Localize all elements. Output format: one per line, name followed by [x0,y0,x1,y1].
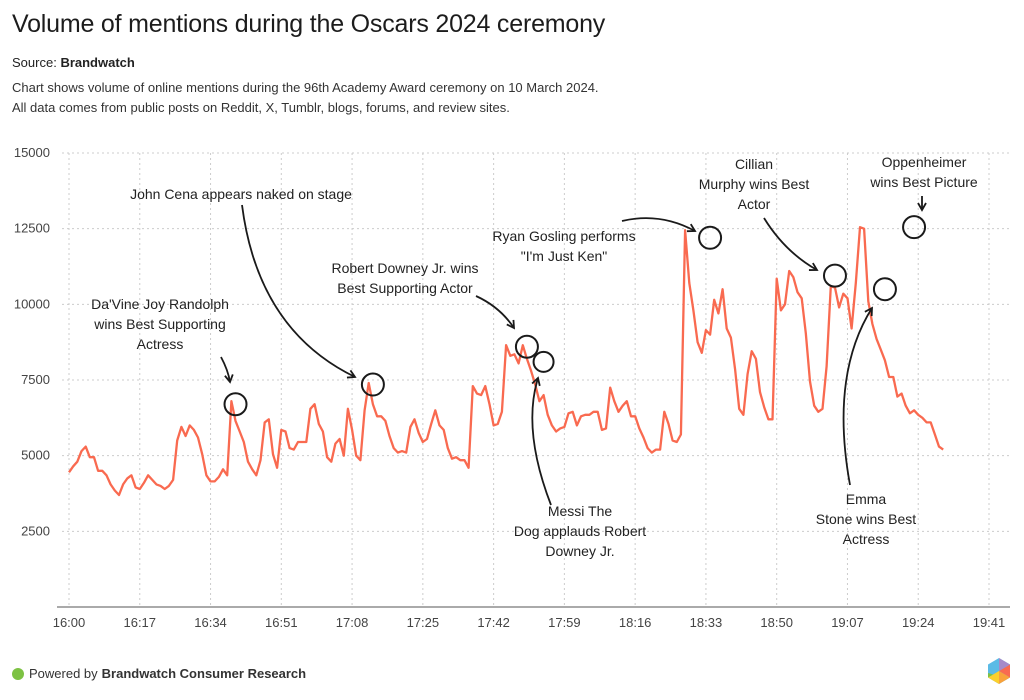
annotation-label: Emma Stone wins Best Actress [816,491,916,547]
highlight-circle [902,215,927,240]
annotation: Robert Downey Jr. wins Best Supporting Ac… [331,260,539,359]
annotation-label-line: Dog applauds Robert [514,523,646,539]
annotation-arrow [475,295,516,330]
x-tick-label: 16:51 [265,615,298,630]
highlight-circle [532,350,555,373]
source-label: Source: [12,55,57,70]
highlight-circle [360,372,385,397]
annotation-label-line: Actor [738,196,771,212]
highlight-circle [514,334,539,359]
annotation-label: Da'Vine Joy Randolph wins Best Supporting… [91,296,229,352]
x-tick-label: 19:07 [831,615,864,630]
annotation: Oppenheimer wins Best Picture [869,154,978,240]
annotation: Ryan Gosling performs "I'm Just Ken" [492,217,723,264]
annotation-arrow [842,306,873,486]
x-tick-label: 19:41 [973,615,1006,630]
footer: Powered by Brandwatch Consumer Research [12,666,306,681]
grid [62,152,1010,607]
y-tick-label: 5000 [21,448,50,463]
annotation-label-line: Downey Jr. [545,543,614,559]
annotation-label-line: Oppenheimer [882,154,967,170]
source-name: Brandwatch [60,55,135,70]
series-line-mentions [68,226,944,497]
annotation-label-line: Da'Vine Joy Randolph [91,296,229,312]
y-tick-label: 2500 [21,523,50,538]
annotation-label-line: Messi The [548,503,613,519]
annotation-label-line: Ryan Gosling performs [492,228,635,244]
y-tick-label: 7500 [21,372,50,387]
x-tick-label: 18:50 [760,615,793,630]
x-tick-label: 16:00 [53,615,86,630]
annotation-label-line: wins Best Supporting [93,316,226,332]
annotation-label-line: Actress [843,531,890,547]
annotation-label-line: "I'm Just Ken" [521,248,608,264]
x-tick-label: 17:25 [407,615,440,630]
annotation-label-line: Murphy wins Best [699,176,810,192]
annotation-label: Robert Downey Jr. wins Best Supporting Ac… [331,260,478,296]
annotation-label-line: Stone wins Best [816,511,916,527]
annotation-arrow [241,204,357,379]
annotation-label-line: John Cena appears naked on stage [130,186,352,202]
annotation-label: John Cena appears naked on stage [130,186,352,202]
x-tick-label: 17:59 [548,615,581,630]
annotation: John Cena appears naked on stage [130,186,385,397]
x-tick-label: 17:08 [336,615,369,630]
y-tick-label: 10000 [14,296,50,311]
axes: 2500 5000 7500 10000 12500 15000 16:00 16:17 16:… [14,145,1010,630]
description-line-1: Chart shows volume of online mentions du… [12,80,599,95]
x-tick-label: 18:33 [690,615,723,630]
x-tick-label: 16:34 [194,615,227,630]
highlight-circle [822,263,847,288]
highlight-circle [872,277,897,302]
annotation-label-line: Robert Downey Jr. wins [331,260,478,276]
x-tick-label: 19:24 [902,615,935,630]
series-layer [68,226,944,497]
annotation-arrow [220,356,234,384]
annotation-label-line: Best Supporting Actor [337,280,473,296]
y-tick-label: 12500 [14,221,50,236]
green-dot-icon [12,667,24,680]
annotation-label-line: Cillian [735,156,773,172]
chart-title: Volume of mentions during the Oscars 202… [12,10,606,38]
annotation-arrow [621,217,697,233]
highlight-circle [223,392,248,417]
annotation-label: Cillian Murphy wins Best Actor [699,156,810,212]
annotation: Emma Stone wins Best Actress [816,277,916,547]
x-tick-label: 16:17 [123,615,156,630]
powered-by-label: Powered by [29,666,98,681]
annotation-label: Oppenheimer wins Best Picture [869,154,978,190]
annotation-arrow [763,217,819,271]
x-tick-label: 18:16 [619,615,652,630]
annotations: Da'Vine Joy Randolph wins Best Supporting… [91,154,978,559]
annotation-label: Messi The Dog applauds Robert Downey Jr. [514,503,646,559]
annotation-arrow [531,376,552,506]
annotation: Da'Vine Joy Randolph wins Best Supporting… [91,296,248,417]
powered-by-brand: Brandwatch Consumer Research [101,666,307,681]
y-tick-label: 15000 [14,145,50,160]
annotation-label-line: Emma [846,491,887,507]
x-tick-label: 17:42 [477,615,510,630]
annotation: Messi The Dog applauds Robert Downey Jr. [514,350,646,559]
highlight-circle [698,225,723,250]
brandwatch-hexagon-logo-icon [988,658,1010,684]
source-line: Source: Brandwatch [12,55,135,70]
annotation-label-line: Actress [137,336,184,352]
annotation-label-line: wins Best Picture [869,174,978,190]
chart-description: Chart shows volume of online mentions du… [12,78,599,118]
annotation-label: Ryan Gosling performs "I'm Just Ken" [492,228,635,264]
annotation: Cillian Murphy wins Best Actor [699,156,847,288]
description-line-2: All data comes from public posts on Redd… [12,100,510,115]
